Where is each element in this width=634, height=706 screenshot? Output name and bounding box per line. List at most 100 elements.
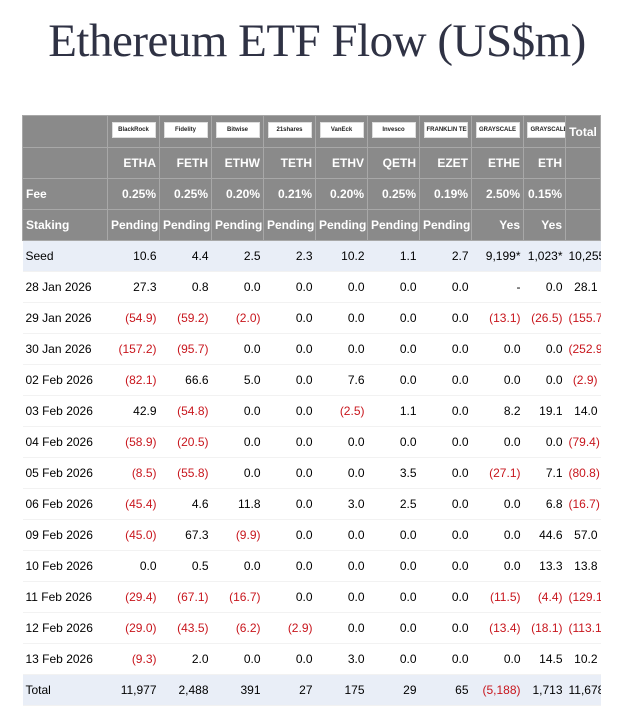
flow-cell: 175 [315,674,368,706]
column-header: Total [565,115,601,148]
flow-cell: 8.2 [471,395,524,427]
staking-cell: Pending [315,209,368,241]
flow-cell: 0.0 [211,426,264,458]
flow-cell: 0.0 [263,333,316,365]
flow-cell: 0.0 [419,612,472,644]
table-body: BlackRock Fidelity Bitwise 21shares VanEck In… [22,115,601,706]
staking-cell: Yes [471,209,524,241]
ticker: EZET [419,147,472,179]
flow-cell: 0.0 [523,364,566,396]
flow-cell: 11,678 [565,674,601,706]
fee-cell: 0.15% [523,178,566,210]
flow-cell: (4.4) [523,581,566,613]
flow-cell: 0.0 [471,643,524,675]
flow-cell: 11.8 [211,488,264,520]
flow-cell: 0.0 [419,643,472,675]
staking-cell: Pending [211,209,264,241]
flow-cell: (29.4) [107,581,160,613]
issuer-logo: GRAYSCALE [527,122,565,138]
ticker: ETH [523,147,566,179]
data-row: 04 Feb 2026 (58.9) (20.5) 0.0 0.0 0.0 0.0 0.0 0.… [22,426,601,458]
flow-cell: 28.1 [565,271,601,303]
flow-cell: (58.9) [107,426,160,458]
empty-cell [565,178,601,210]
flow-cell: 0.0 [211,550,264,582]
staking-cell: Pending [159,209,212,241]
issuer-logo: FRANKLIN TEMPLETON [423,122,468,138]
flow-cell: 0.0 [471,364,524,396]
flow-cell: 0.0 [315,333,368,365]
flow-cell: 0.0 [263,271,316,303]
flow-cell: 0.0 [471,426,524,458]
fee-row: Fee 0.25% 0.25% 0.20% 0.21% 0.20% 0.25% 0.19% 2.… [22,178,601,210]
flow-cell: 2.5 [367,488,420,520]
row-label: 04 Feb 2026 [22,426,108,458]
flow-cell: 0.0 [211,333,264,365]
row-label: 06 Feb 2026 [22,488,108,520]
flow-cell: 0.0 [471,488,524,520]
fee-cell: 0.19% [419,178,472,210]
data-row: 09 Feb 2026 (45.0) 67.3 (9.9) 0.0 0.0 0.0 0.0 0.… [22,519,601,551]
flow-cell: (80.8) [565,457,601,489]
flow-cell: 2.0 [159,643,212,675]
flow-cell: (18.1) [523,612,566,644]
flow-cell: 0.0 [419,271,472,303]
flow-cell: 3.0 [315,643,368,675]
issuer-logo: VanEck [319,122,364,138]
staking-cell: Pending [419,209,472,241]
flow-cell: 0.0 [419,581,472,613]
issuer-logo: Fidelity [163,122,208,138]
flow-cell: 0.0 [367,426,420,458]
flow-cell: 0.0 [315,550,368,582]
flow-cell: 0.0 [315,519,368,551]
issuer-logo: Invesco [371,122,416,138]
row-label: 29 Jan 2026 [22,302,108,334]
staking-cell: Pending [263,209,316,241]
flow-cell: 0.0 [263,364,316,396]
flow-cell: 0.0 [367,302,420,334]
title: Ethereum ETF Flow (US$m) [48,15,586,67]
fee-cell: 0.20% [315,178,368,210]
flow-cell: 42.9 [107,395,160,427]
flow-cell: 14.0 [565,395,601,427]
flow-cell: (2.0) [211,302,264,334]
flow-cell: (9.3) [107,643,160,675]
staking-cell: Pending [367,209,420,241]
flow-cell: 0.0 [211,271,264,303]
flow-cell: 0.0 [315,271,368,303]
data-row: 10 Feb 2026 0.0 0.5 0.0 0.0 0.0 0.0 0.0 0.0 13.3 1… [22,550,601,582]
flow-cell: 0.0 [419,550,472,582]
flow-cell: 1,713 [523,674,566,706]
flow-cell: 67.3 [159,519,212,551]
row-label: 28 Jan 2026 [22,271,108,303]
flow-cell: 0.0 [419,395,472,427]
flow-cell: 0.0 [419,488,472,520]
etf-flow-table: BlackRock Fidelity Bitwise 21shares VanEck In… [22,115,601,706]
flow-cell: 10.2 [315,240,368,272]
flow-cell: 3.5 [367,457,420,489]
flow-cell: 0.0 [263,302,316,334]
row-label: 30 Jan 2026 [22,333,108,365]
staking-row: Staking Pending Pending Pending Pending Pendi… [22,209,601,241]
flow-cell: - [471,271,524,303]
staking-cell: Pending [107,209,160,241]
ticker: ETHW [211,147,264,179]
flow-cell: 0.0 [315,612,368,644]
data-row: 12 Feb 2026 (29.0) (43.5) (6.2) (2.9) 0.0 0.0 0… [22,612,601,644]
flow-cell: 0.0 [471,333,524,365]
ticker: QETH [367,147,420,179]
empty-cell [565,147,601,179]
data-row: 03 Feb 2026 42.9 (54.8) 0.0 0.0 (2.5) 1.1 0.0 8.… [22,395,601,427]
row-label: 12 Feb 2026 [22,612,108,644]
empty-cell [565,209,601,241]
data-row: 05 Feb 2026 (8.5) (55.8) 0.0 0.0 0.0 3.5 0.0 (27… [22,457,601,489]
flow-cell: 27 [263,674,316,706]
fee-cell: 2.50% [471,178,524,210]
fee-cell: 0.25% [107,178,160,210]
data-row: 06 Feb 2026 (45.4) 4.6 11.8 0.0 3.0 2.5 0.0 0.0 6… [22,488,601,520]
flow-cell: (82.1) [107,364,160,396]
flow-cell: 0.0 [367,271,420,303]
flow-cell: 0.0 [263,643,316,675]
flow-cell: 6.8 [523,488,566,520]
data-row: 28 Jan 2026 27.3 0.8 0.0 0.0 0.0 0.0 0.0-0.0 28.… [22,271,601,303]
